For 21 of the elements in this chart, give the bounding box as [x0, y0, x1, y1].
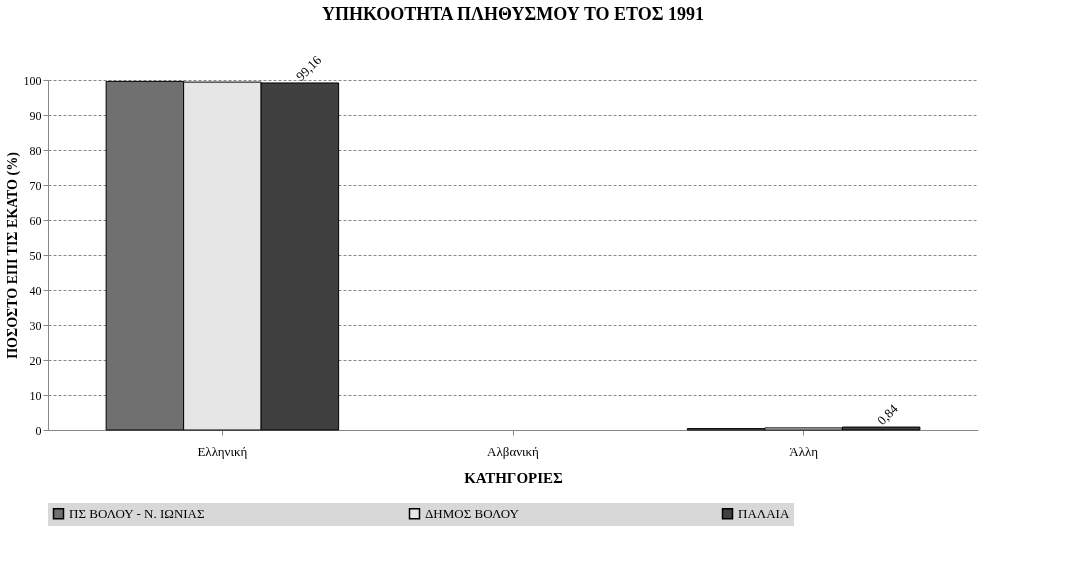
y-tick-label: 80 [29, 143, 42, 158]
x-tick-label: Ελληνική [197, 443, 248, 459]
y-tick-label: 100 [23, 73, 42, 88]
x-axis-title: ΚΑΤΗΓΟΡΙΕΣ [464, 469, 564, 486]
x-tick-label: Άλλη [789, 443, 819, 459]
chart-title: ΥΠΗΚΟΟΤΗΤΑ ΠΛΗΘΥΣΜΟΥ ΤΟ ΕΤΟΣ 1991 [321, 3, 705, 24]
y-tick-label: 30 [29, 318, 42, 333]
y-tick-label: 50 [29, 248, 42, 263]
y-tick-label: 20 [29, 353, 42, 368]
legend-label: ΠΑΛΑΙΑ [738, 505, 790, 521]
x-tick-label: Αλβανική [487, 443, 540, 459]
y-tick-label: 60 [29, 213, 42, 228]
y-axis-title: ΠΟΣΟΣΤΟ ΕΠΙ ΤΙΣ ΕΚΑΤΟ (%) [4, 151, 21, 359]
data-label: 0,84 [874, 400, 902, 428]
legend-label: ΠΣ ΒΟΛΟΥ - Ν. ΙΩΝΙΑΣ [69, 505, 205, 521]
legend-label: ΔΗΜΟΣ ΒΟΛΟΥ [425, 505, 520, 521]
y-tick-label: 70 [29, 178, 42, 193]
y-tick-label: 0 [35, 423, 42, 438]
y-tick-label: 90 [29, 108, 42, 123]
y-tick-label: 10 [29, 388, 42, 403]
y-tick-label: 40 [29, 283, 42, 298]
